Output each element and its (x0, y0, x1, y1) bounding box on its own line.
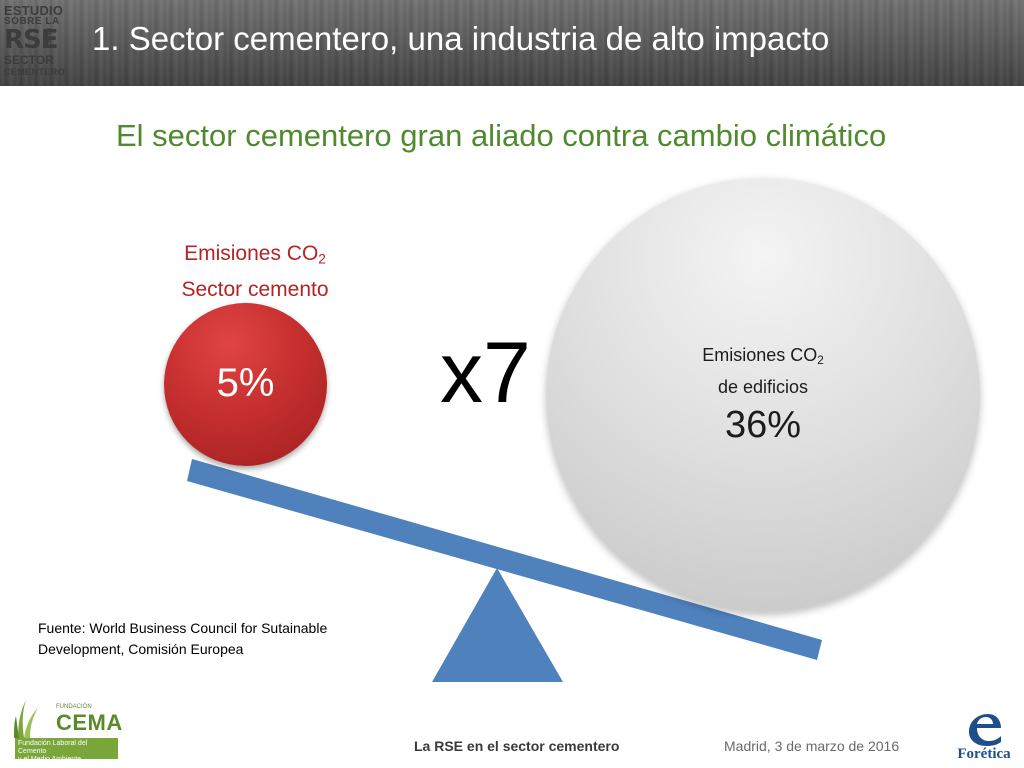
source-line1: Fuente: World Business Council for Sutai… (38, 620, 328, 636)
foretica-brand-text: Forética (957, 746, 1011, 762)
footer-date: Madrid, 3 de marzo de 2016 (724, 738, 900, 754)
cema-small-text: FUNDACIÓN (56, 704, 92, 710)
cement-label-line1: Emisiones CO2 (184, 242, 326, 267)
buildings-label-line2: de edificios (717, 376, 809, 397)
seesaw-fulcrum (432, 568, 563, 682)
slide-subtitle: El sector cementero gran aliado contra c… (116, 118, 887, 153)
logo-line-4: EN EL (44, 28, 51, 49)
logo-line-6: CEMENTERO (4, 67, 66, 77)
buildings-emissions-circle: Emisiones CO2 de edificios 36% (546, 178, 980, 612)
cema-logo: FUNDACIÓN CEMA Fundación Laboral del Cem… (12, 698, 122, 763)
study-logo: ESTUDIO SOBRE LA RSE EN EL SECTOR CEMENT… (4, 2, 66, 82)
cement-emissions-label: Emisiones CO2 Sector cemento (150, 238, 360, 305)
cema-name: CEMA (56, 710, 123, 735)
logo-line-2: SOBRE LA (4, 16, 60, 27)
buildings-emissions-label: Emisiones CO2 de edificios (546, 342, 980, 400)
multiplier-text: x7 (440, 325, 531, 421)
footer-presentation-title: La RSE en el sector cementero (414, 738, 620, 754)
cement-emissions-value: 5% (216, 361, 275, 405)
buildings-emissions-value: 36% (724, 404, 802, 446)
header-texture (0, 0, 1024, 86)
foretica-logo: Forética (955, 712, 1013, 766)
logo-line-1: ESTUDIO (4, 3, 64, 18)
cement-label-line2: Sector cemento (181, 278, 329, 302)
foretica-e-icon (969, 714, 1001, 746)
logo-line-5: SECTOR (4, 53, 54, 67)
seesaw-beam (187, 459, 822, 660)
logo-line-3: RSE (4, 25, 59, 55)
source-note: Fuente: World Business Council for Sutai… (38, 618, 327, 660)
header-banner: ESTUDIO SOBRE LA RSE EN EL SECTOR CEMENT… (0, 0, 1024, 86)
source-line2: Development, Comisión Europea (38, 641, 244, 657)
buildings-label-line1: Emisiones CO2 (702, 345, 824, 367)
cema-leaves-icon (14, 700, 38, 738)
cema-caption-line2: y el Medio Ambiente (18, 756, 82, 763)
cement-emissions-circle: 5% (164, 303, 327, 466)
cema-caption-line1: Fundación Laboral del Cemento (18, 740, 88, 755)
cema-caption: Fundación Laboral del Cemento y el Medio… (15, 738, 118, 763)
page-title: 1. Sector cementero, una industria de al… (92, 20, 830, 57)
